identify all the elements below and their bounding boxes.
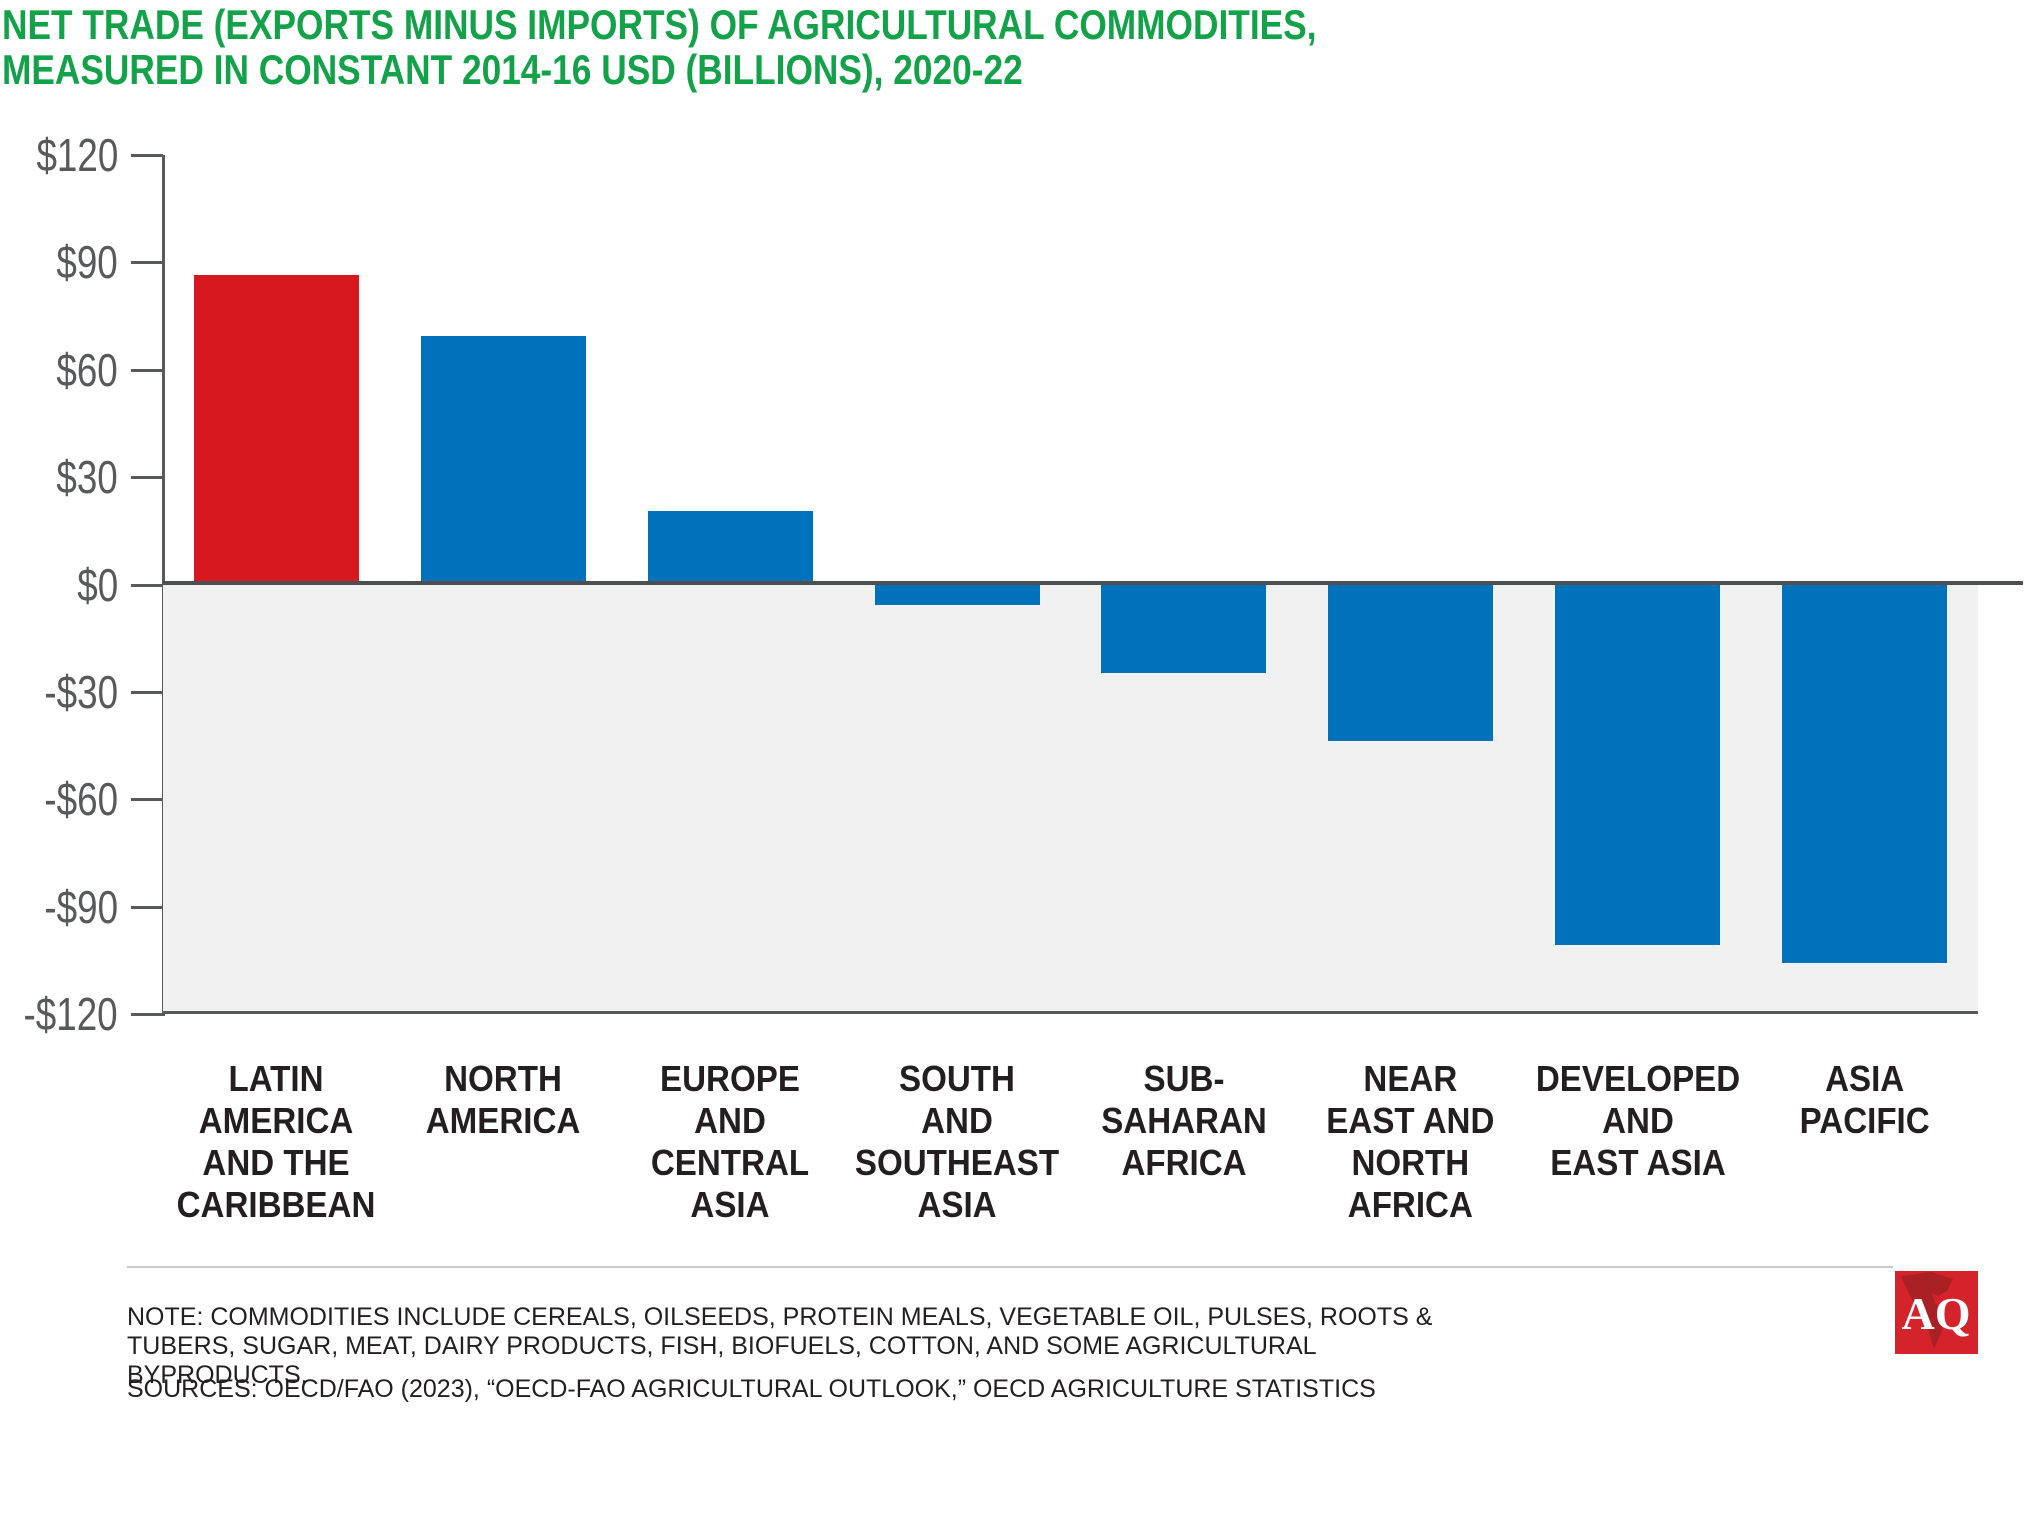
- y-axis-label: -$60: [44, 773, 118, 826]
- footer-divider: [127, 1266, 1893, 1268]
- bar-asia-pacific: [1782, 583, 1948, 963]
- bar-south-and-southeast-asia: [874, 583, 1040, 605]
- y-axis-label: $120: [36, 129, 118, 181]
- y-tick-mark: [131, 905, 163, 909]
- y-axis-label: $90: [56, 236, 118, 289]
- bar-near-east-and-north-africa: [1328, 583, 1494, 741]
- americas-map-icon: [1901, 1272, 1953, 1349]
- y-tick-mark: [131, 691, 163, 694]
- y-tick-mark: [131, 583, 163, 587]
- y-tick-mark: [131, 154, 163, 157]
- y-tick-mark: [131, 1013, 163, 1017]
- y-tick-mark: [131, 368, 163, 372]
- note-text: NOTE: COMMODITIES INCLUDE CEREALS, OILSE…: [127, 1303, 1433, 1389]
- category-label: LATIN AMERICA AND THE CARIBBEAN: [177, 1058, 376, 1225]
- category-label: DEVELOPED AND EAST ASIA: [1535, 1058, 1740, 1183]
- aq-logo-text: AQ: [1902, 1288, 1971, 1339]
- plot-area: [163, 155, 2023, 1014]
- category-label: NEAR EAST AND NORTH AFRICA: [1326, 1058, 1495, 1225]
- y-tick-mark: [131, 476, 163, 480]
- bar-sub-saharan-africa: [1101, 583, 1267, 673]
- sources-text: SOURCES: OECD/FAO (2023), “OECD-FAO AGRI…: [127, 1375, 1376, 1403]
- category-label: NORTH AMERICA: [426, 1058, 581, 1141]
- y-axis-label: $0: [77, 558, 118, 611]
- x-axis-bottom-line: [163, 1011, 1978, 1014]
- zero-line: [163, 581, 2023, 585]
- y-axis-label: -$90: [44, 880, 118, 933]
- y-tick-mark: [131, 261, 163, 265]
- bar-developed-and-east-asia: [1555, 583, 1721, 945]
- aq-logo: AQ: [1895, 1271, 1978, 1354]
- y-axis-label: -$120: [23, 988, 118, 1041]
- category-label: ASIA PACIFIC: [1799, 1058, 1930, 1141]
- chart-title-line2: MEASURED IN CONSTANT 2014-16 USD (BILLIO…: [2, 46, 1023, 93]
- bar-europe-and-central-asia: [647, 511, 813, 583]
- y-tick-mark: [131, 798, 163, 802]
- category-label: EUROPE AND CENTRAL ASIA: [651, 1058, 810, 1225]
- category-labels: LATIN AMERICA AND THE CARIBBEAN NORTH AMERICA…: [163, 1058, 1978, 1248]
- bar-north-america: [420, 335, 586, 583]
- category-label: SOUTH AND SOUTHEAST ASIA: [854, 1058, 1060, 1225]
- y-axis-label: -$30: [44, 666, 118, 718]
- y-axis-label: $30: [56, 451, 118, 504]
- chart-title: NET TRADE (EXPORTS MINUS IMPORTS) OF AGR…: [2, 2, 1316, 92]
- chart-title-line1: NET TRADE (EXPORTS MINUS IMPORTS) OF AGR…: [2, 1, 1317, 48]
- bar-latin-america-and-the-caribbean: [193, 274, 359, 583]
- category-label: SUB- SAHARAN AFRICA: [1101, 1058, 1267, 1183]
- y-axis-label: $60: [56, 343, 118, 396]
